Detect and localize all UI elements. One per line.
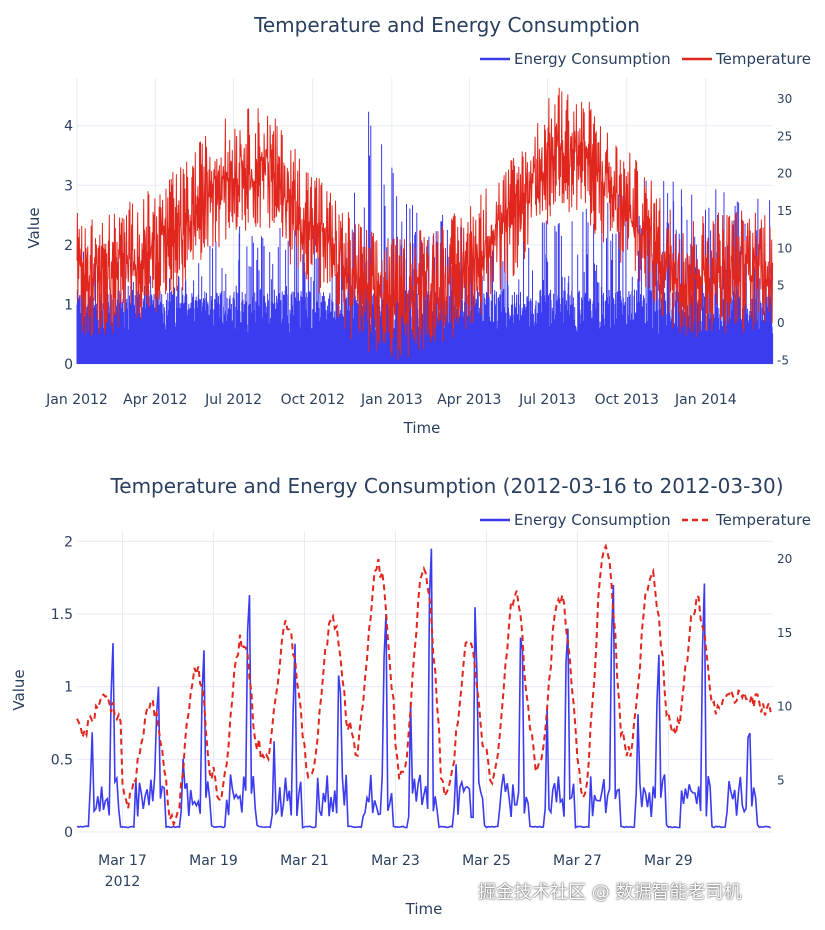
chart-1-x-tick: Apr 2013 [437, 392, 501, 408]
chart-2-x-tick: Mar 21 [280, 853, 329, 869]
chart-1-x-tick: Jan 2014 [674, 392, 737, 408]
chart-2-grid [77, 531, 773, 833]
chart-2-y2-tick: 10 [777, 700, 792, 714]
chart-2-y-tick: 1 [64, 680, 73, 696]
chart-2-y2-tick: 5 [777, 773, 785, 787]
chart-1-legend[interactable]: Energy Consumption Temperature [480, 50, 811, 68]
chart-2-legend-energy[interactable]: Energy Consumption [514, 511, 671, 529]
chart-1-y-ticks: 0 1 2 3 4 [64, 119, 73, 373]
chart-2-title: Temperature and Energy Consumption (2012… [109, 474, 783, 498]
chart-1-energy-series [76, 111, 774, 364]
chart-1-y-tick: 0 [64, 357, 73, 373]
chart-1-x-tick: Jan 2012 [45, 392, 108, 408]
chart-2-x-tick: Mar 17 [98, 853, 147, 869]
chart-1-x-axis-label: Time [403, 419, 441, 437]
chart-2-energy-series [76, 548, 771, 829]
chart-2-temperature-series [76, 543, 772, 828]
chart-1-y2-tick: 15 [777, 204, 792, 218]
chart-1-x-tick: Oct 2013 [595, 392, 659, 408]
chart-2-x-tick: Mar 29 [644, 853, 693, 869]
chart-2-legend[interactable]: Energy Consumption Temperature [480, 511, 811, 529]
chart-1-temperature-series [76, 87, 774, 360]
chart-1-y-tick: 1 [64, 297, 73, 313]
chart-2-x-tick: Mar 23 [371, 853, 420, 869]
chart-1-y2-tick: 30 [777, 92, 792, 106]
chart-2-y-tick: 2 [64, 534, 73, 550]
chart-2-legend-temperature[interactable]: Temperature [715, 511, 811, 529]
chart-1-x-tick: Oct 2012 [281, 392, 345, 408]
chart-1-y-tick: 4 [64, 119, 73, 135]
chart-1-legend-temperature[interactable]: Temperature [715, 50, 811, 68]
chart-1-y-axis-label: Value [25, 207, 43, 248]
chart-1-x-tick: Apr 2012 [123, 392, 187, 408]
chart-2-x-ticks: Mar 17 2012 Mar 19 Mar 21 Mar 23 Mar 25 Mar 27… [98, 853, 693, 890]
chart-1-x-tick: Jan 2013 [360, 392, 423, 408]
chart-2-y-tick: 0.5 [51, 752, 73, 768]
chart-2-x-axis-label: Time [405, 900, 443, 918]
chart-2-y2-ticks: 5 10 15 20 [777, 552, 792, 787]
chart-1-y2-tick: 20 [777, 167, 792, 181]
chart-1-y-tick: 3 [64, 178, 73, 194]
chart-1-x-tick: Jul 2012 [204, 392, 262, 408]
chart-1-title: Temperature and Energy Consumption [253, 13, 640, 37]
chart-2-x-tick-year: 2012 [105, 874, 141, 890]
chart-2-y-tick: 0 [64, 825, 73, 841]
chart-1-y2-tick: 25 [777, 129, 792, 143]
chart-2-x-tick: Mar 25 [462, 853, 511, 869]
chart-1-x-tick: Jul 2013 [518, 392, 576, 408]
chart-2-y-ticks: 0 0.5 1 1.5 2 [51, 534, 73, 841]
chart-2-y-tick: 1.5 [51, 607, 73, 623]
chart-1: Temperature and Energy Consumption 0 1 2 3 4… [25, 13, 811, 437]
chart-2-y-axis-label: Value [10, 669, 28, 710]
chart-2: Temperature and Energy Consumption (2012… [10, 474, 811, 918]
chart-1-y2-tick: -5 [777, 353, 789, 367]
chart-2-y2-tick: 15 [777, 626, 792, 640]
chart-1-y2-ticks: -5 0 5 10 15 20 25 30 [777, 92, 792, 367]
chart-1-legend-energy[interactable]: Energy Consumption [514, 50, 671, 68]
chart-2-y2-tick: 20 [777, 552, 792, 566]
chart-2-x-tick: Mar 19 [189, 853, 238, 869]
chart-2-x-tick: Mar 27 [553, 853, 602, 869]
chart-1-y-tick: 2 [64, 238, 73, 254]
chart-1-y2-tick: 0 [777, 316, 785, 330]
chart-1-y2-tick: 5 [777, 279, 785, 293]
chart-1-x-ticks: Jan 2012 Apr 2012 Jul 2012 Oct 2012 Jan 2013… [45, 392, 737, 408]
chart-1-y2-tick: 10 [777, 241, 792, 255]
watermark: 掘金技术社区 @ 数据智能老司机 [478, 882, 742, 903]
